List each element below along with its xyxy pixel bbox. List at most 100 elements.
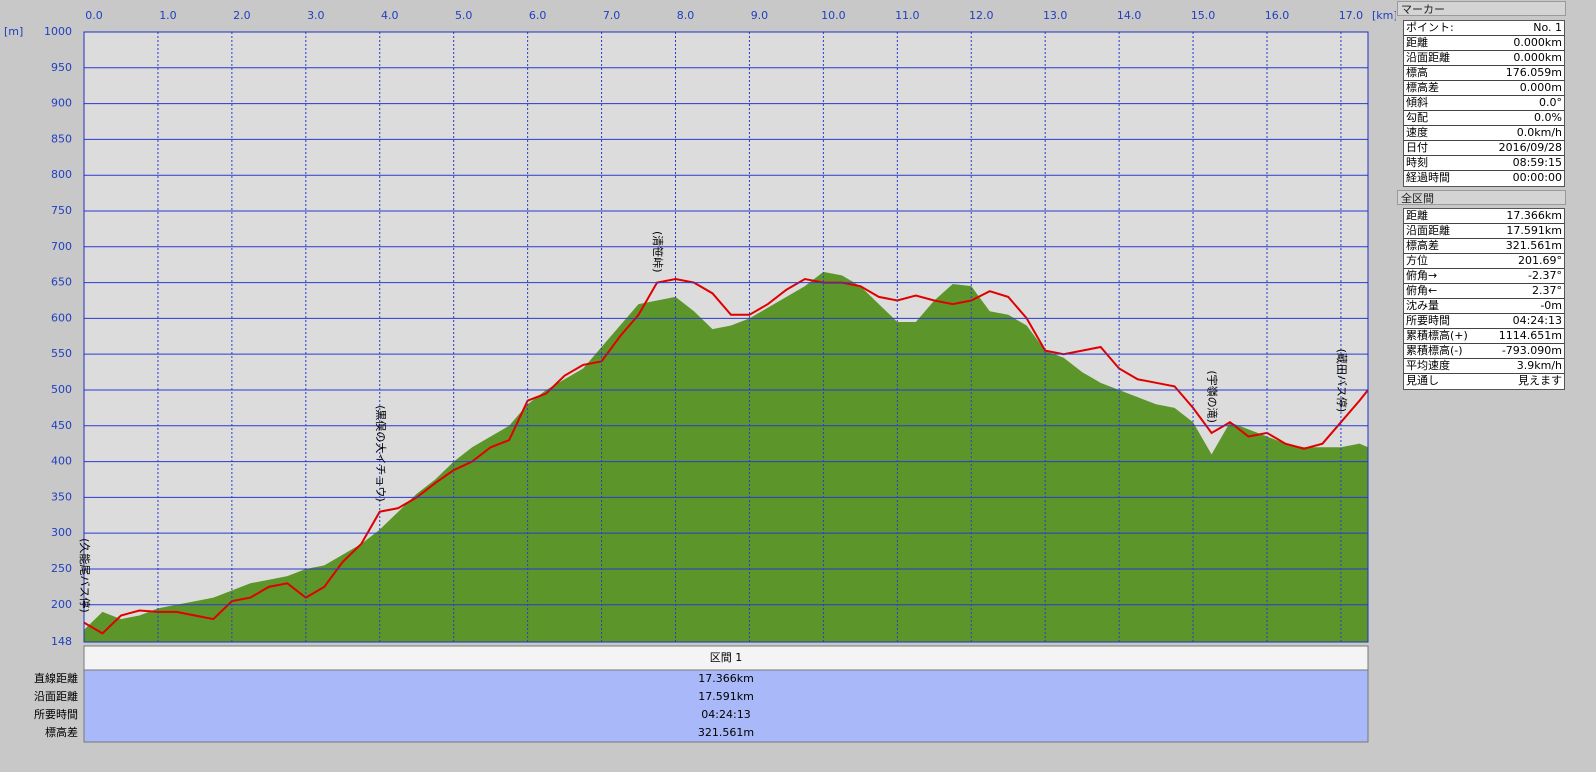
panel-row: 経過時間 00:00:00 [1404, 171, 1564, 186]
annotation: (黒俣の大イチョウ) [374, 405, 388, 502]
marker-panel: ポイント: No. 1 距離 0.000km 沿面距離 0.000km 標高 176.059m… [1403, 20, 1565, 187]
x-tick-label: 5.0 [455, 9, 473, 22]
panel-row: 標高差 0.000m [1404, 81, 1564, 96]
panel-row: 所要時間 04:24:13 [1404, 314, 1564, 329]
x-tick-label: 17.0 [1339, 9, 1364, 22]
panel-row: 勾配 0.0% [1404, 111, 1564, 126]
x-tick-label: 8.0 [677, 9, 695, 22]
y-tick-label: 200 [51, 598, 72, 611]
y-tick-label: 700 [51, 240, 72, 253]
table-body [83, 669, 1369, 743]
row-label: 沿面距離 [34, 689, 78, 703]
y-tick-label: 800 [51, 168, 72, 181]
panel-key: 経過時間 [1406, 171, 1450, 184]
y-tick-label: 450 [51, 419, 72, 432]
x-tick-label: 6.0 [529, 9, 547, 22]
panel-value: -793.090m [1501, 344, 1562, 357]
panel-row: 俯角→ -2.37° [1404, 269, 1564, 284]
track-line [83, 277, 1369, 635]
x-tick-label: 13.0 [1043, 9, 1068, 22]
panel-value: 0.0% [1534, 111, 1562, 124]
row-label: 標高差 [45, 725, 78, 739]
panel-row: 沿面距離 17.591km [1404, 224, 1564, 239]
section-panel: 距離 17.366km 沿面距離 17.591km 標高差 321.561m 方位 201.6… [1403, 208, 1565, 390]
panel-key: 標高差 [1406, 81, 1439, 94]
x-tick-label: 4.0 [381, 9, 399, 22]
annotation: (久能尾バス停) [78, 538, 92, 613]
y-tick-label: 900 [51, 97, 72, 110]
y-tick-label: 600 [51, 311, 72, 324]
panel-row: 距離 0.000km [1404, 36, 1564, 51]
y-unit: [m] [4, 25, 23, 38]
panel-value: 1114.651m [1498, 329, 1562, 342]
annotation: (清笹峠) [651, 231, 665, 273]
plot-border [83, 31, 1369, 643]
table-header-cell [83, 645, 1369, 671]
annotation: (宇嶺の滝) [1206, 370, 1219, 423]
panel-key: 日付 [1406, 141, 1428, 154]
panel-value: 0.0° [1539, 96, 1562, 109]
panel-value: 0.000m [1519, 81, 1562, 94]
panel-row: 平均速度 3.9km/h [1404, 359, 1564, 374]
x-tick-label: 16.0 [1265, 9, 1290, 22]
panel-key: 沿面距離 [1406, 224, 1450, 237]
row-value: 17.366km [698, 672, 754, 685]
panel-key: 俯角→ [1406, 269, 1438, 282]
terrain-area [84, 271, 1368, 642]
row-value: 04:24:13 [701, 708, 750, 721]
panel-key: 所要時間 [1406, 314, 1450, 327]
y-tick-label: 650 [51, 276, 72, 289]
y-tick-label: 350 [51, 490, 72, 503]
x-tick-label: 14.0 [1117, 9, 1142, 22]
row-value: 17.591km [698, 690, 754, 703]
panel-key: 時刻 [1406, 156, 1428, 169]
panel-row: 俯角← 2.37° [1404, 284, 1564, 299]
x-unit: [km] [1372, 9, 1396, 22]
panel-value: 0.0km/h [1516, 126, 1562, 139]
panel-value: 176.059m [1505, 66, 1562, 79]
x-tick-label: 3.0 [307, 9, 325, 22]
panel-row: 方位 201.69° [1404, 254, 1564, 269]
panel-value: 00:00:00 [1512, 171, 1562, 184]
panel-row: 累積標高(+) 1114.651m [1404, 329, 1564, 344]
panel-value: 08:59:15 [1512, 156, 1562, 169]
marker-panel-title: マーカー [1397, 1, 1566, 16]
panel-key: 速度 [1406, 126, 1428, 139]
panel-key: 俯角← [1406, 284, 1438, 297]
panel-key: 距離 [1406, 209, 1428, 222]
panel-value: 2016/09/28 [1498, 141, 1562, 154]
panel-row: 時刻 08:59:15 [1404, 156, 1564, 171]
panel-value: 201.69° [1518, 254, 1562, 267]
panel-value: 3.9km/h [1516, 359, 1562, 372]
x-tick-label: 1.0 [159, 9, 177, 22]
y-tick-label: 750 [51, 204, 72, 217]
panel-row: 標高 176.059m [1404, 66, 1564, 81]
table-header: 区間 1 [710, 651, 743, 664]
panel-row: 日付 2016/09/28 [1404, 141, 1564, 156]
row-value: 321.561m [698, 726, 754, 739]
panel-row: 見通し 見えます [1404, 374, 1564, 389]
panel-value: 17.591km [1506, 224, 1562, 237]
panel-key: 勾配 [1406, 111, 1428, 124]
panel-key: 距離 [1406, 36, 1428, 49]
row-label: 直線距離 [34, 671, 78, 685]
x-tick-label: 2.0 [233, 9, 251, 22]
x-tick-label: 7.0 [603, 9, 621, 22]
panel-value: -0m [1540, 299, 1562, 312]
x-tick-label: 10.0 [821, 9, 846, 22]
annotation: (蔵田バス停) [1335, 349, 1349, 413]
panel-key: 方位 [1406, 254, 1428, 267]
y-tick-label: 550 [51, 347, 72, 360]
x-tick-label: 9.0 [751, 9, 769, 22]
panel-key: 沿面距離 [1406, 51, 1450, 64]
y-tick-label: 950 [51, 61, 72, 74]
x-tick-label: 11.0 [895, 9, 920, 22]
y-tick-label: 1000 [44, 25, 72, 38]
elevation-chart: [m] [km] 148 200 250 300 350 400 450 500 550 600 6… [4, 9, 1396, 743]
panel-key: ポイント: [1406, 21, 1454, 34]
panel-row: 速度 0.0km/h [1404, 126, 1564, 141]
panel-row: 傾斜 0.0° [1404, 96, 1564, 111]
panel-row: 沿面距離 0.000km [1404, 51, 1564, 66]
panel-row: 沈み量 -0m [1404, 299, 1564, 314]
panel-value: 0.000km [1513, 36, 1562, 49]
